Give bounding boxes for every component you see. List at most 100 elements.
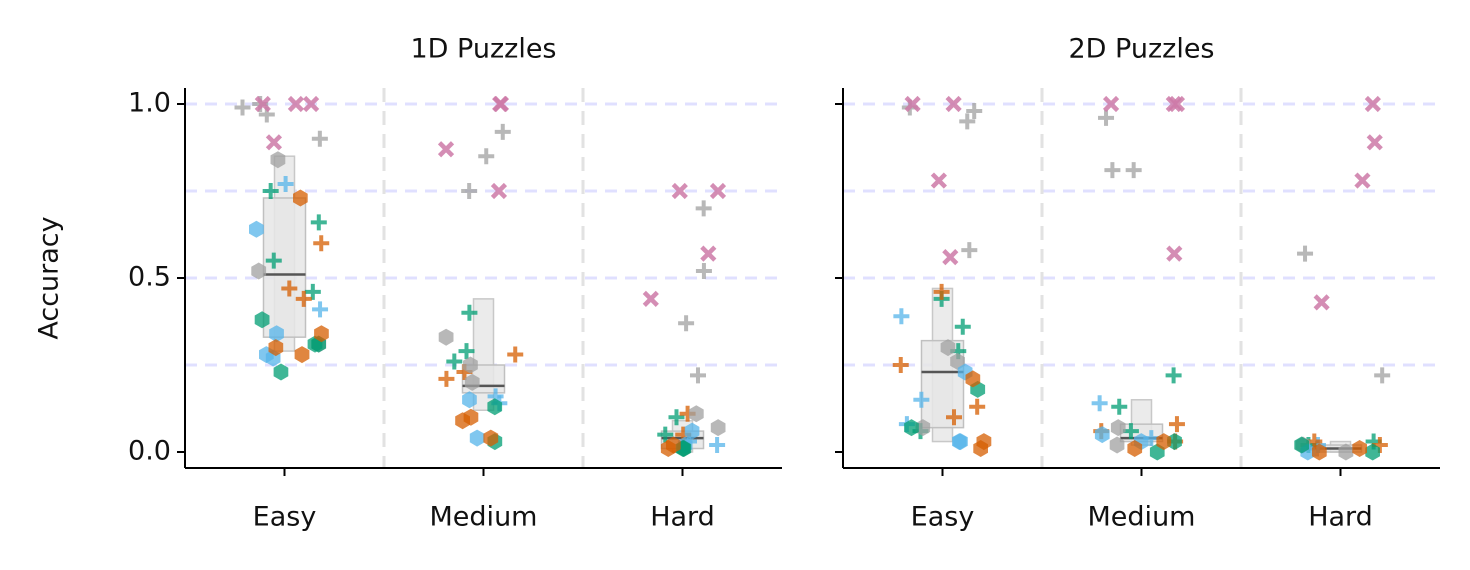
point <box>461 304 478 321</box>
point <box>904 419 919 437</box>
point <box>1109 436 1125 454</box>
point <box>892 356 909 373</box>
point <box>1165 95 1182 113</box>
point <box>265 252 282 269</box>
point <box>1313 294 1330 311</box>
y-tick-label: 0.5 <box>128 262 171 293</box>
point <box>642 290 659 307</box>
point <box>1294 436 1309 454</box>
point <box>913 391 930 408</box>
point <box>463 356 478 374</box>
point <box>954 318 971 335</box>
point <box>494 123 511 140</box>
point <box>277 176 294 193</box>
point <box>1156 433 1172 451</box>
point <box>314 325 329 343</box>
point <box>940 339 956 357</box>
point <box>953 433 968 451</box>
x-tick-label: Hard <box>1308 502 1373 533</box>
point <box>249 220 264 238</box>
point <box>678 315 695 332</box>
point <box>1125 162 1142 179</box>
point <box>461 183 478 200</box>
point <box>1168 416 1185 433</box>
point <box>915 419 931 437</box>
point <box>437 141 455 158</box>
point <box>492 95 509 113</box>
point <box>1091 395 1108 412</box>
y-axis-label: Accuracy <box>34 216 65 339</box>
point <box>1110 419 1126 437</box>
y-tick-label: 0.0 <box>128 435 171 466</box>
point <box>1098 109 1115 126</box>
point <box>487 398 503 416</box>
point <box>966 102 983 119</box>
point <box>269 325 284 343</box>
points <box>234 95 727 457</box>
point <box>490 182 508 200</box>
x-tick-label: Medium <box>430 502 538 533</box>
point <box>265 134 283 151</box>
point <box>689 405 704 423</box>
point <box>684 422 700 440</box>
point <box>695 200 712 217</box>
point <box>700 245 717 262</box>
point <box>1366 134 1383 151</box>
y-tick-label: 1.0 <box>128 88 171 119</box>
point <box>946 409 963 426</box>
point <box>438 370 455 387</box>
point <box>469 429 485 447</box>
points <box>892 95 1391 461</box>
point <box>1374 367 1391 384</box>
point <box>273 363 289 381</box>
point <box>657 426 674 443</box>
box <box>262 197 307 338</box>
point <box>458 343 475 360</box>
point <box>1365 443 1380 461</box>
point <box>287 95 305 113</box>
point <box>262 183 279 200</box>
point <box>961 242 978 259</box>
point <box>281 280 298 297</box>
x-tick-label: Easy <box>253 502 317 533</box>
point <box>969 398 986 415</box>
x-tick-label: Hard <box>650 502 715 533</box>
point <box>668 409 685 426</box>
point <box>304 283 321 300</box>
point <box>904 95 921 113</box>
point <box>1127 440 1143 457</box>
point <box>462 391 477 409</box>
point <box>310 214 327 231</box>
point <box>464 373 480 391</box>
point <box>710 419 726 437</box>
point <box>1165 367 1182 384</box>
point <box>1297 245 1314 262</box>
point <box>268 339 284 357</box>
point <box>313 235 330 252</box>
point <box>446 353 463 370</box>
point <box>709 182 727 200</box>
point <box>1364 95 1381 113</box>
point <box>1354 172 1371 189</box>
point <box>695 263 712 280</box>
point <box>1352 440 1367 457</box>
x-tick-label: Easy <box>911 502 975 533</box>
point <box>1338 443 1354 461</box>
point <box>973 440 988 457</box>
point <box>965 370 981 388</box>
panel-title: 2D Puzzles <box>1069 34 1215 65</box>
point <box>709 437 726 454</box>
point <box>438 328 454 346</box>
point <box>295 290 312 307</box>
point <box>1094 426 1110 444</box>
point <box>478 148 495 165</box>
point <box>933 283 950 300</box>
point <box>483 429 499 447</box>
point <box>254 95 271 113</box>
point <box>1166 245 1183 262</box>
point <box>294 346 310 364</box>
point <box>254 311 270 329</box>
point <box>251 262 267 280</box>
point <box>311 130 328 147</box>
point <box>1102 95 1120 113</box>
